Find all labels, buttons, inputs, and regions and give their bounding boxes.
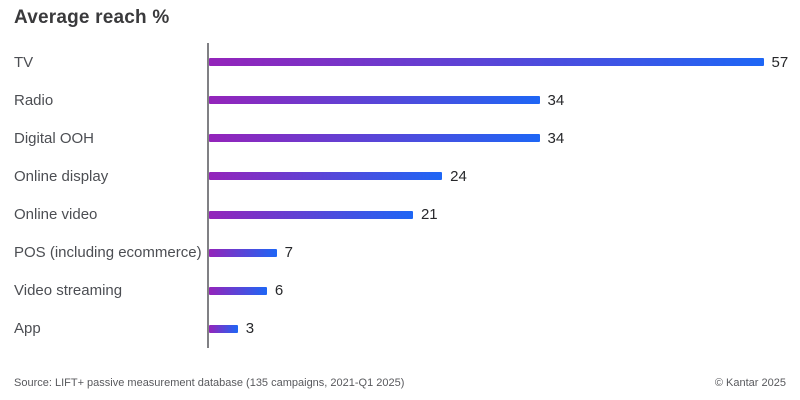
bar-track: 3 [208,320,764,338]
y-axis-line [207,43,209,348]
bar-track: 34 [208,129,764,147]
footer: Source: LIFT+ passive measurement databa… [14,377,786,389]
value-label: 7 [284,244,293,262]
bar [208,324,238,333]
bar-track: 7 [208,244,764,262]
bar-track: 6 [208,282,764,300]
chart-row: App 3 [14,310,786,348]
value-label: 57 [771,53,789,71]
chart-row: Radio 34 [14,81,786,119]
bar [208,134,540,143]
bar [208,58,764,67]
category-label: Online display [14,167,109,185]
value-label: 3 [245,320,255,338]
chart-row: Video streaming 6 [14,272,786,310]
bar-track: 34 [208,91,764,109]
chart-rows: TV 57 Radio 34 Digital OOH 34 Online dis… [14,43,788,348]
value-label: 6 [274,282,284,300]
bar [208,248,277,257]
category-label: TV [14,53,34,71]
chart-row: Online display 24 [14,157,786,195]
value-label: 21 [420,206,438,224]
source-note: Source: LIFT+ passive measurement databa… [14,377,405,389]
category-label: Video streaming [14,282,123,300]
category-label: Online video [14,206,98,224]
bar-track: 57 [208,54,788,71]
chart-row: Digital OOH 34 [14,119,786,157]
bar-track: 24 [208,167,764,185]
value-label: 34 [547,91,565,109]
category-label: App [14,320,41,338]
value-label: 34 [547,129,565,147]
chart-row: Online video 21 [14,196,786,234]
bar [208,210,413,219]
bar [208,286,267,295]
category-label: POS (including ecommerce) [14,244,202,262]
bar [208,96,540,105]
plot-area: TV 57 Radio 34 Digital OOH 34 Online dis… [14,43,788,348]
value-label: 24 [450,167,467,185]
copyright-note: © Kantar 2025 [714,377,786,389]
bar [208,172,443,181]
chart-row: TV 57 [14,43,788,81]
category-label: Radio [14,91,54,109]
chart-title: Average reach % [14,7,170,28]
chart-row: POS (including ecommerce) 7 [14,234,786,272]
category-label: Digital OOH [14,129,95,147]
bar-track: 21 [208,206,764,224]
